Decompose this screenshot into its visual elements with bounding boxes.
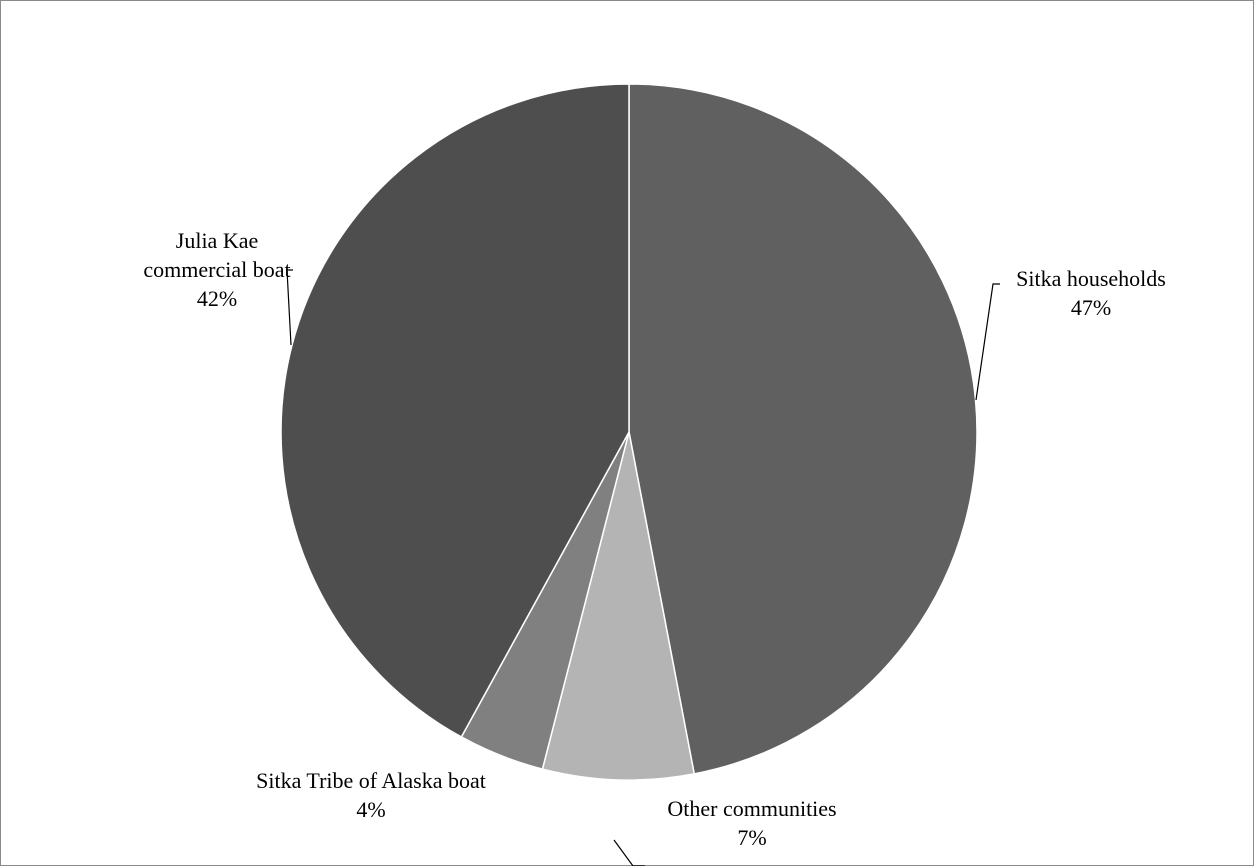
slice-label: Other communities 7%	[632, 794, 872, 852]
pie-slice	[280, 83, 630, 738]
pie-slice	[628, 83, 978, 775]
category-label: Sitka Tribe of Alaska boat	[256, 768, 486, 793]
percent-label: 42%	[196, 286, 238, 311]
category-label: Other communities	[667, 796, 837, 821]
pie-slice	[541, 431, 696, 781]
leader-line	[286, 269, 293, 346]
slice-label: Julia Kae commercial boat 42%	[137, 226, 297, 313]
category-label: Sitka households	[1016, 266, 1166, 291]
leader-line	[975, 283, 1000, 401]
category-label: Julia Kae commercial boat	[143, 228, 291, 282]
leader-line	[613, 839, 645, 866]
percent-label: 7%	[737, 825, 767, 850]
percent-label: 47%	[1070, 295, 1112, 320]
slice-label: Sitka Tribe of Alaska boat 4%	[241, 766, 501, 824]
percent-label: 4%	[356, 797, 386, 822]
slice-label: Sitka households 47%	[971, 264, 1211, 322]
